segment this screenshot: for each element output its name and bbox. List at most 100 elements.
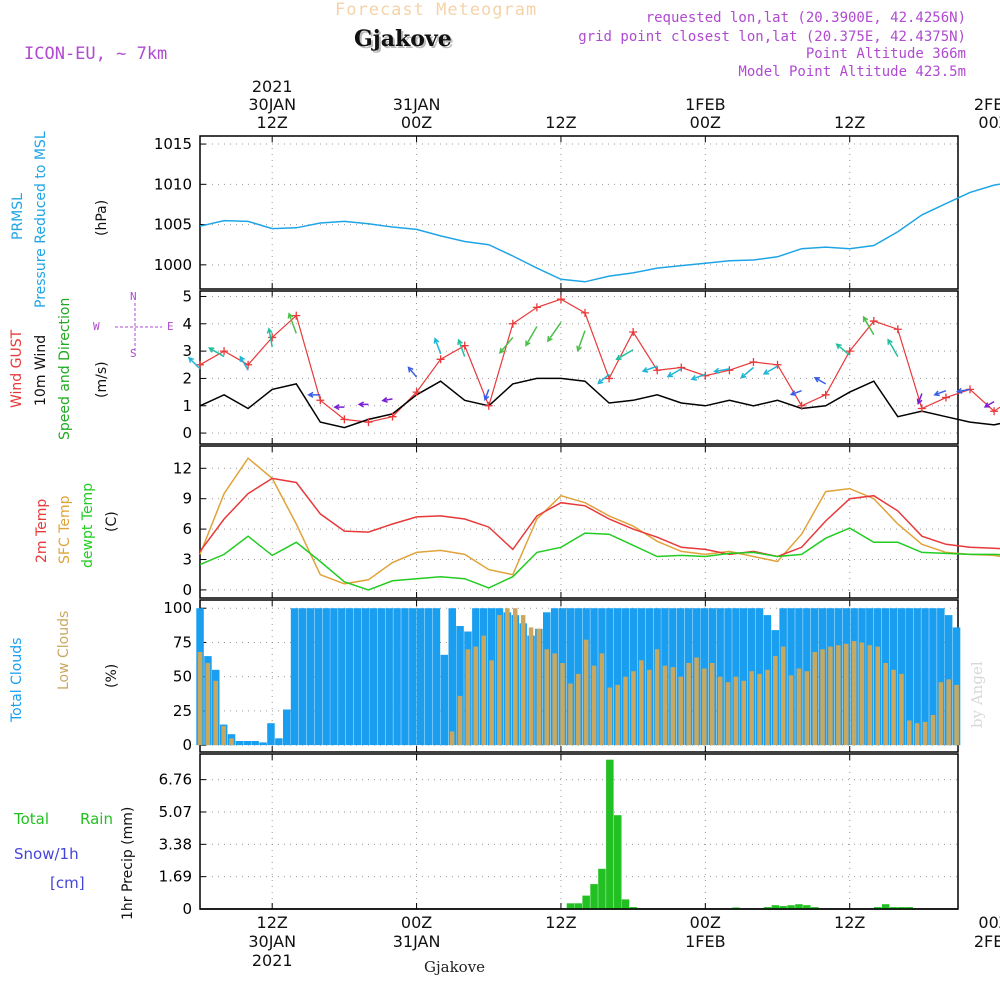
wind-series xyxy=(115,295,1000,429)
low-cloud-bar xyxy=(883,663,888,746)
total-cloud-bar xyxy=(346,608,354,746)
total-cloud-bar xyxy=(448,608,456,746)
low-cloud-bar xyxy=(576,673,581,746)
gust-marker xyxy=(532,303,541,312)
gust-marker xyxy=(196,360,204,369)
total-cloud-bar xyxy=(937,608,945,746)
gust-marker xyxy=(845,347,854,356)
gust-marker xyxy=(388,412,397,421)
wind-direction-arrow xyxy=(762,365,778,375)
low-cloud-bar xyxy=(757,673,762,746)
low-cloud-bar xyxy=(773,656,778,746)
low-cloud-bar xyxy=(851,641,857,746)
low-cloud-bar xyxy=(946,679,951,746)
clouds-ytick-label: 75 xyxy=(173,633,192,651)
precip-axis-label: 1hr Precip (mm) xyxy=(120,806,136,920)
gust-marker xyxy=(484,401,493,410)
wind-direction-arrow xyxy=(239,355,249,371)
temp-ytick-label: 3 xyxy=(182,550,192,568)
low-cloud-bar xyxy=(844,643,849,746)
low-cloud-bar xyxy=(836,645,841,746)
wind-direction-arrow xyxy=(307,391,321,398)
rain-bar xyxy=(566,903,575,909)
low-cloud-bar xyxy=(914,723,920,746)
wind-direction-arrow xyxy=(483,389,490,402)
rain-bar xyxy=(606,759,614,909)
total-cloud-bar xyxy=(614,608,622,746)
gust-marker xyxy=(220,347,229,356)
wind-direction-arrow xyxy=(576,330,586,353)
precip-ytick-label: 5.07 xyxy=(159,803,192,821)
gust-marker xyxy=(821,390,830,399)
gust-marker xyxy=(869,317,878,326)
precip-ytick-label: 0 xyxy=(182,900,192,918)
total-cloud-bar xyxy=(361,608,370,746)
wind-direction-arrow xyxy=(207,347,225,358)
gust-marker xyxy=(749,358,758,367)
gust-marker xyxy=(436,355,445,364)
total-cloud-bar xyxy=(440,654,449,746)
rain-bar xyxy=(614,815,622,909)
low-cloud-bar xyxy=(662,665,668,746)
bottom-time-label: 1FEB xyxy=(685,932,725,951)
low-cloud-bar xyxy=(615,684,620,746)
temp-series xyxy=(199,457,1000,591)
pressure-label-line2: Pressure Reduced to MSL xyxy=(33,131,49,308)
total-cloud-bar xyxy=(921,608,929,746)
low-cloud-bar xyxy=(930,715,936,746)
precip-ytick-label: 1.69 xyxy=(159,868,192,886)
wind-panel-frame xyxy=(199,290,959,445)
temp-ytick-label: 0 xyxy=(182,581,192,599)
low-cloud-bar xyxy=(457,695,463,746)
bottom-location-label: Gjakove xyxy=(424,958,486,976)
low-cloud-bar xyxy=(639,660,644,746)
low-cloud-bar xyxy=(481,635,486,746)
total-cloud-bar xyxy=(424,608,433,746)
low-cloud-bar xyxy=(647,669,652,746)
bottom-time-label: 00Z xyxy=(401,913,432,932)
low-cloud-bar xyxy=(796,668,802,746)
total-cloud-bar xyxy=(913,608,921,746)
gust-marker xyxy=(292,311,301,320)
precip-total-label: Total xyxy=(14,810,50,828)
wind-ytick-label: 3 xyxy=(182,342,192,360)
gust-marker xyxy=(797,401,806,410)
wind-direction-arrow xyxy=(597,373,610,385)
low-clouds-label: Low Clouds xyxy=(56,610,72,690)
total-cloud-bar xyxy=(724,608,732,746)
wind-direction-arrow xyxy=(498,336,514,354)
total-cloud-bar xyxy=(251,741,259,746)
low-cloud-bar xyxy=(670,667,676,746)
wind-direction-arrow xyxy=(615,349,634,361)
total-cloud-bar xyxy=(235,741,244,746)
gust-marker xyxy=(893,325,902,334)
precip-rain-label: Rain xyxy=(80,810,113,828)
wind-direction-arrow xyxy=(887,338,899,357)
top-time-label: 00Z xyxy=(690,113,721,132)
low-cloud-bar xyxy=(891,669,896,746)
total-cloud-bar xyxy=(409,608,417,746)
gust-marker xyxy=(725,366,734,375)
clouds-ytick-label: 50 xyxy=(173,668,192,686)
wind-direction-arrow xyxy=(641,365,658,373)
low-cloud-bar xyxy=(694,657,699,746)
temp-panel-frame xyxy=(199,445,959,599)
low-cloud-bar xyxy=(520,615,526,746)
clouds-ytick-label: 25 xyxy=(173,702,192,720)
rain-bar xyxy=(598,868,606,909)
wind-direction-arrow xyxy=(287,312,297,334)
requested-coordinates: requested lon,lat (20.3900E, 42.4256N) xyxy=(645,10,966,26)
total-cloud-bar xyxy=(716,608,724,746)
total-cloud-bar xyxy=(243,741,252,746)
rain-bar xyxy=(795,904,803,909)
bottom-time-label: 2021 xyxy=(252,951,293,970)
location-title: Gjakove xyxy=(354,26,452,52)
bottom-time-label: 2FEB xyxy=(974,932,1000,951)
low-cloud-bar xyxy=(678,676,683,746)
low-cloud-bar xyxy=(788,675,794,746)
low-cloud-bar xyxy=(536,628,542,746)
rain-bar xyxy=(787,905,795,909)
compass-north: N xyxy=(130,290,137,303)
rain-bar xyxy=(621,899,630,909)
total-cloud-bar xyxy=(566,608,575,746)
